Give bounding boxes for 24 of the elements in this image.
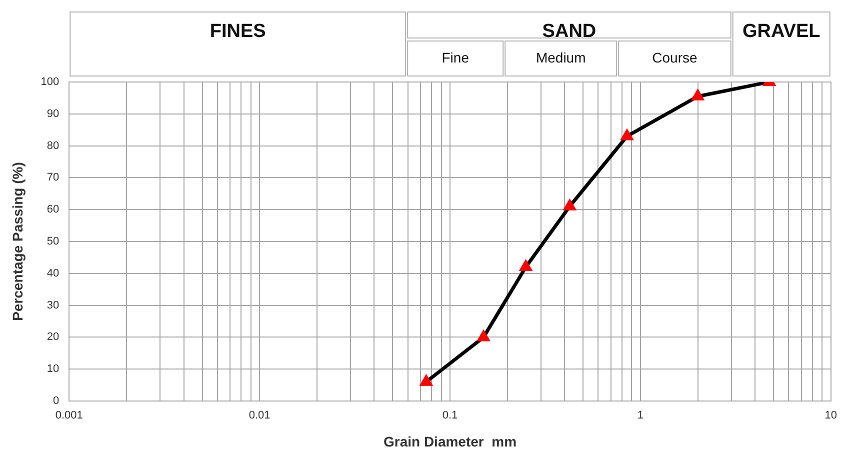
y-tick-label: 50 [46, 236, 60, 248]
x-tick-label: 1 [637, 410, 644, 422]
text: GRAVEL [742, 21, 821, 42]
text: Fine [442, 49, 470, 66]
y-tick-label: 80 [46, 140, 60, 152]
x-tick-label: 0.1 [442, 410, 458, 422]
y-tick-label: 70 [46, 172, 60, 184]
y-tick-label: 20 [46, 331, 60, 344]
text: Course [652, 49, 698, 66]
y-tick-label: 90 [46, 108, 60, 120]
text: FINES [210, 21, 266, 42]
y-tick-label: 100 [40, 76, 60, 88]
y-axis-title: Percentage Passing (%) [9, 162, 26, 321]
y-tick-label: 40 [46, 267, 60, 280]
y-tick-label: 10 [46, 363, 60, 376]
text: SAND [542, 21, 596, 42]
x-tick-label: 0.001 [55, 410, 83, 422]
y-tick-label: 0 [53, 395, 60, 408]
x-tick-label: 0.01 [248, 410, 270, 422]
text: Medium [536, 49, 586, 66]
x-tick-label: 10 [824, 410, 838, 422]
y-tick-label: 60 [46, 204, 60, 216]
x-axis-title: Grain Diameter mm [383, 433, 517, 450]
y-tick-label: 30 [46, 299, 60, 312]
